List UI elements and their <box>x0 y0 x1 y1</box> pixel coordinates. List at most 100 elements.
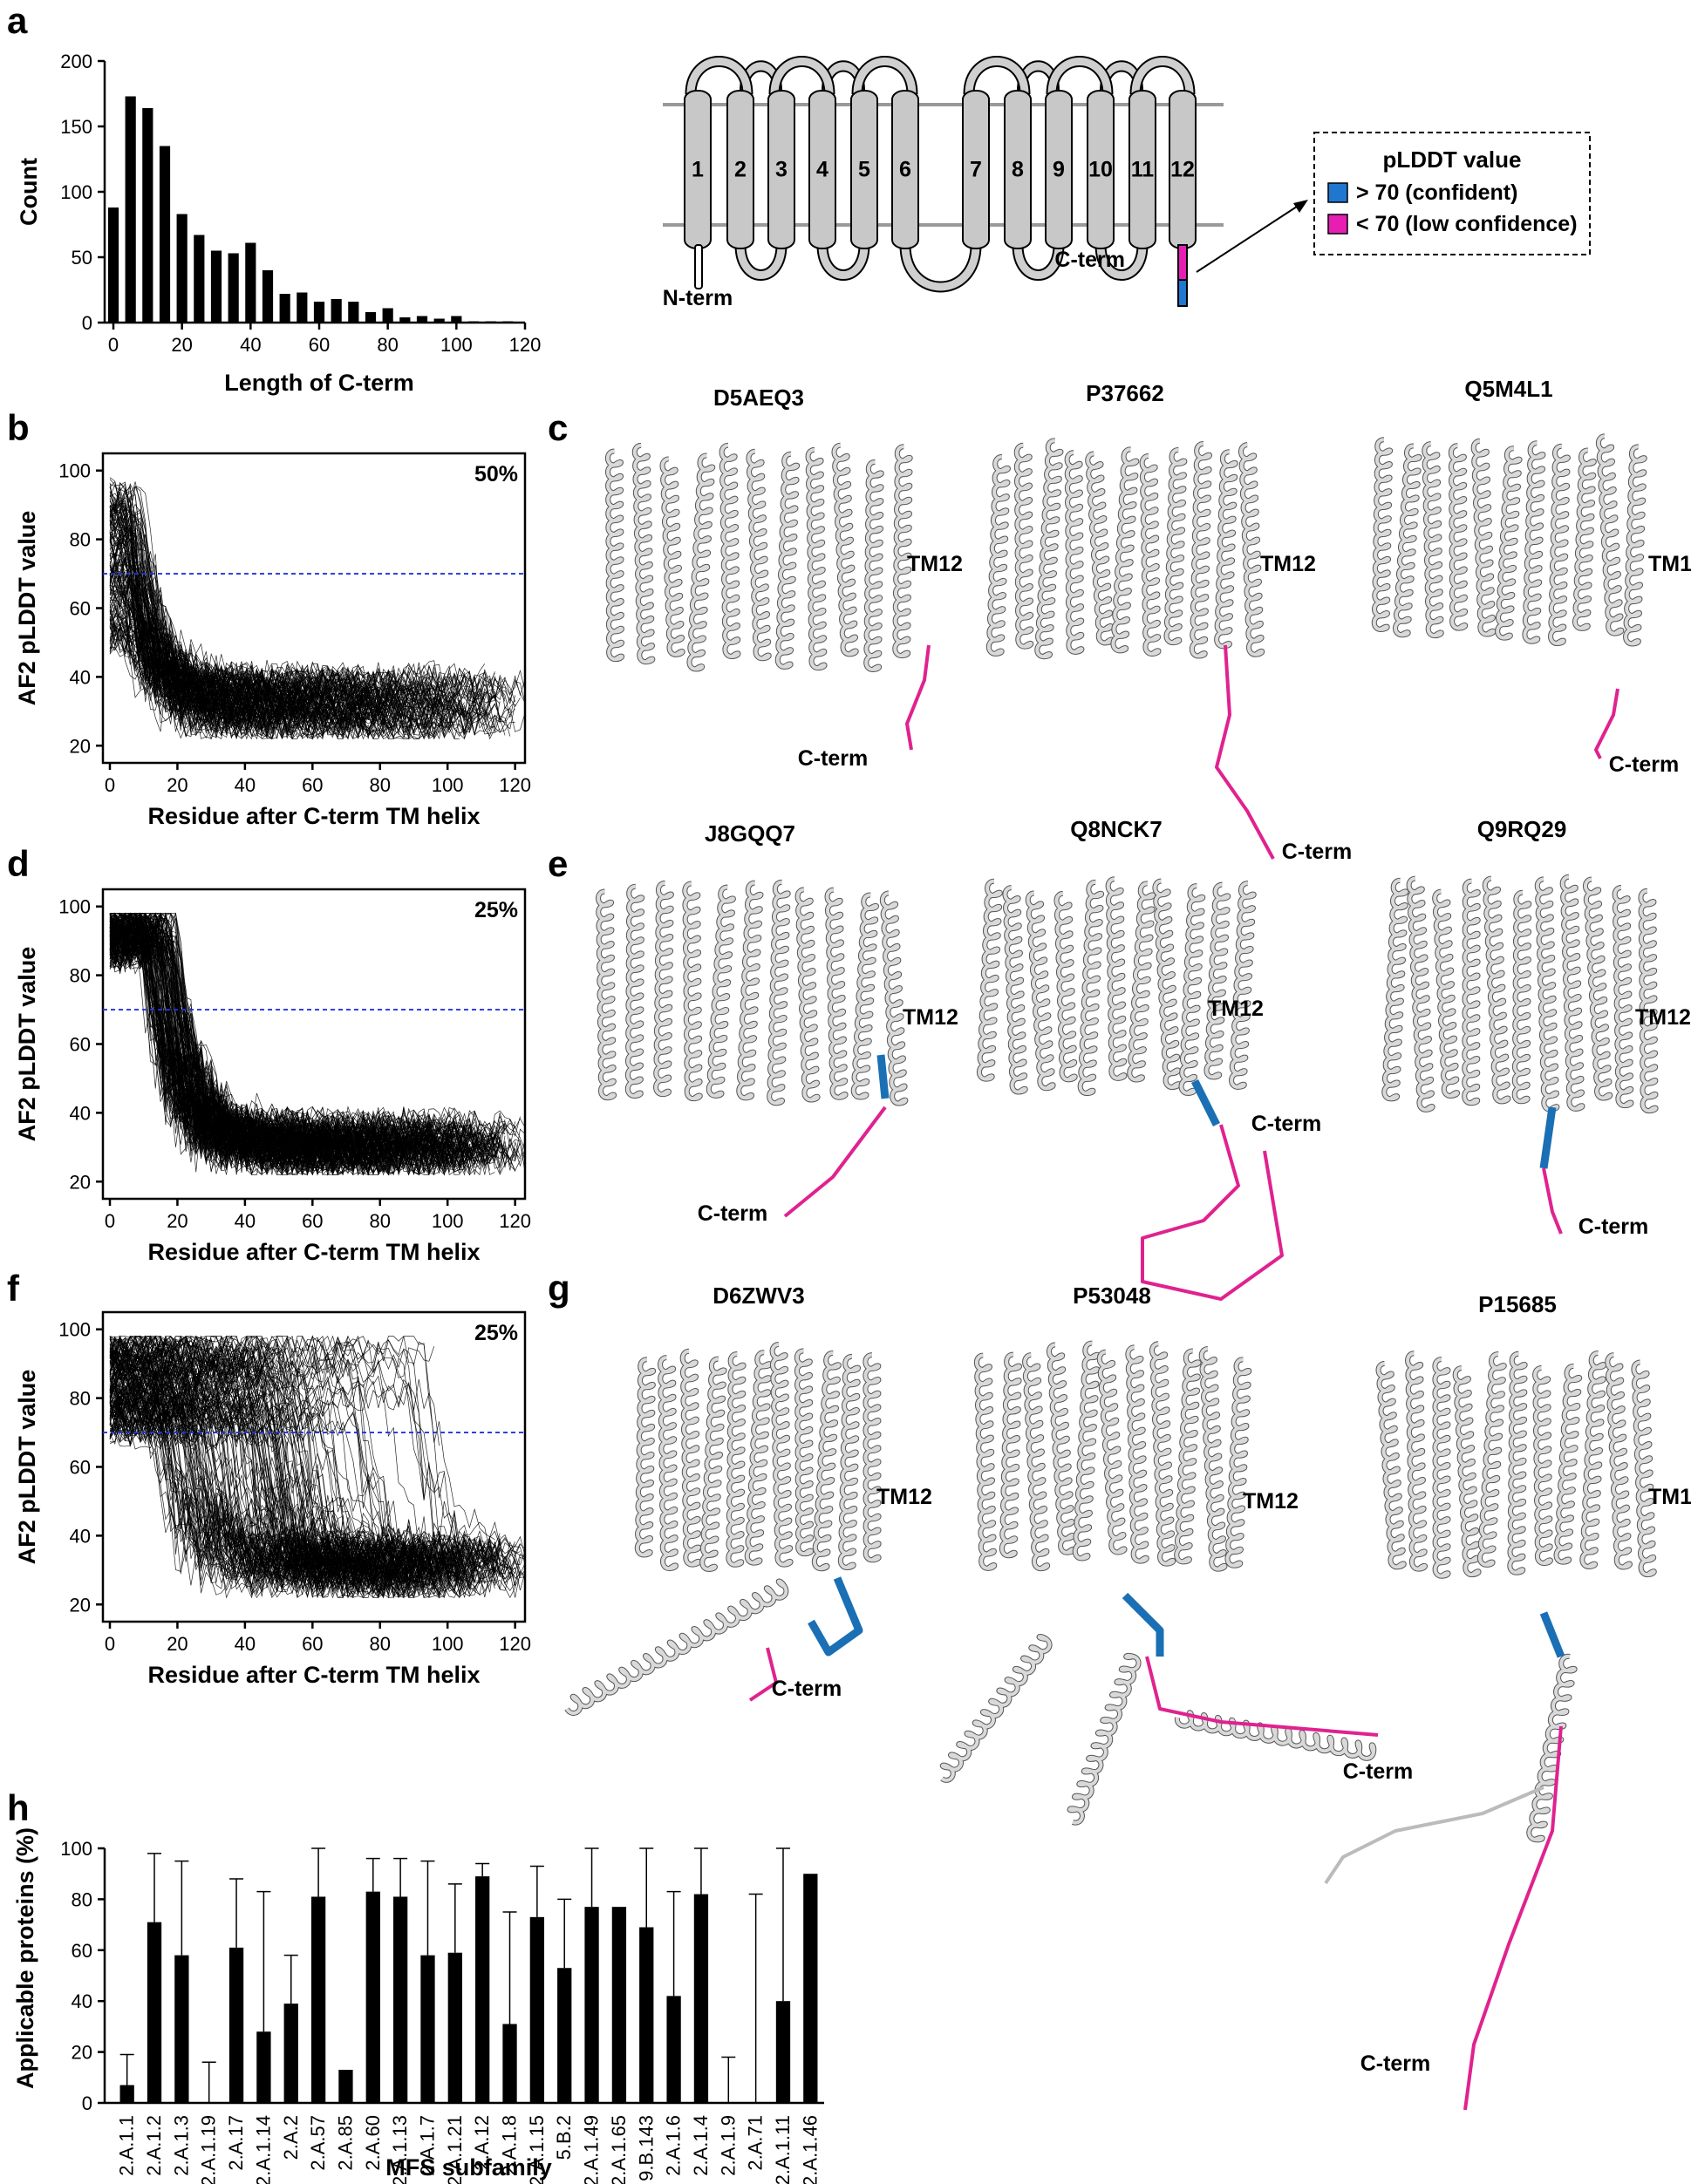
helix-ribbon <box>747 449 771 661</box>
x-tick-label: 0 <box>108 334 119 356</box>
helix-ribbon <box>1230 881 1256 1089</box>
plddt-trace <box>109 941 440 1159</box>
helix-ribbon <box>597 889 617 1100</box>
category-label: 2.A.1.1 <box>116 2115 138 2176</box>
helix-ribbon <box>1523 441 1545 643</box>
helix-ribbon <box>880 891 908 1106</box>
panel-label-b: b <box>7 407 30 448</box>
x-tick-label: 40 <box>235 774 256 796</box>
helix-ribbon <box>1613 886 1633 1108</box>
protein-id: D6ZWV3 <box>713 1283 804 1309</box>
x-tick-label: 80 <box>370 774 391 796</box>
x-tick-label: 120 <box>509 334 542 356</box>
tm12-label: TM12 <box>1243 1489 1299 1514</box>
panel-label-g: g <box>548 1268 570 1309</box>
x-axis-label: MFS subfamily <box>385 2154 552 2181</box>
category-label: 2.A.1.49 <box>581 2115 603 2184</box>
x-tick-label: 40 <box>240 334 261 356</box>
helix-number: 11 <box>1131 158 1155 182</box>
protein-id: D5AEQ3 <box>713 384 804 411</box>
coil <box>905 644 931 751</box>
category-label: 9.B.143 <box>635 2115 657 2181</box>
helix-ribbon <box>1573 448 1596 630</box>
cterm-label: C-term <box>1360 2051 1431 2076</box>
x-tick-label: 80 <box>370 1210 391 1232</box>
bar <box>107 208 119 323</box>
tm12-label: TM12 <box>1648 1485 1691 1509</box>
x-tick-label: 20 <box>167 1210 188 1232</box>
helix-ribbon <box>838 1354 861 1569</box>
plddt-trace <box>109 1400 465 1569</box>
x-axis-label: Residue after C-term TM helix <box>147 1239 480 1265</box>
tm12-label: TM12 <box>903 1005 958 1030</box>
bar <box>639 1927 654 2103</box>
helix-ribbon <box>1606 1353 1632 1569</box>
helix-ribbon <box>687 453 715 671</box>
x-tick-label: 120 <box>499 774 531 796</box>
helix-ribbon <box>1527 1654 1577 1842</box>
panel-label-h: h <box>7 1787 30 1828</box>
category-label: 2.A.12 <box>471 2115 493 2171</box>
plddt-trace <box>109 1387 495 1589</box>
bar <box>210 250 222 323</box>
y-tick-label: 40 <box>70 666 91 688</box>
plddt-trace <box>109 533 333 709</box>
cterm-label: C-term <box>1054 248 1125 272</box>
y-tick-label: 150 <box>60 116 92 138</box>
helix-ribbon <box>565 1579 788 1715</box>
plddt-trace <box>109 1384 495 1582</box>
bar <box>142 108 153 323</box>
x-axis-label: Residue after C-term TM helix <box>147 803 480 829</box>
plddt-trace <box>109 1344 384 1582</box>
bar <box>348 302 359 323</box>
helix-number: 8 <box>1012 158 1024 182</box>
bar <box>666 1996 681 2103</box>
y-tick-label: 40 <box>72 1990 92 2012</box>
helix-ribbon <box>1433 1357 1450 1578</box>
tm-helix <box>808 90 836 249</box>
cterm-low <box>1177 244 1188 281</box>
bar <box>775 2001 791 2103</box>
helix-ribbon <box>825 888 848 1099</box>
loop-top <box>853 58 917 95</box>
helix-ribbon <box>1190 441 1212 658</box>
plddt-trace <box>109 1336 425 1599</box>
plddt-trace <box>109 500 344 725</box>
plddt-trace <box>109 1338 526 1557</box>
panel-label-f: f <box>7 1268 20 1309</box>
structure-Q5M4L1: Q5M4L1 TM12 C-term <box>1371 376 1691 777</box>
y-tick-label: 20 <box>72 2042 92 2064</box>
y-tick-label: 100 <box>58 460 91 482</box>
plddt-trace <box>109 575 460 738</box>
helix-number: 10 <box>1088 158 1113 182</box>
helix-ribbon <box>1376 1361 1406 1569</box>
structure-panels: D5AEQ3 TM12 C-term P37662 TM12 C-term Q5M4L1 TM… <box>564 376 1691 2111</box>
nterm-label: N-term <box>663 286 733 310</box>
helix-ribbon <box>658 1356 678 1571</box>
helix-number: 5 <box>858 158 870 182</box>
plddt-trace <box>109 1335 425 1497</box>
y-tick-label: 40 <box>70 1102 91 1124</box>
category-label: 2.A.1.2 <box>143 2115 165 2176</box>
y-tick-label: 60 <box>72 1940 92 1962</box>
helix-ribbon <box>1407 876 1435 1112</box>
trace-group <box>109 1335 526 1599</box>
loop-bottom <box>736 244 786 279</box>
legend-label-low: < 70 (low confidence) <box>1356 212 1578 236</box>
helix-ribbon <box>726 1351 746 1567</box>
x-tick-label: 100 <box>440 334 473 356</box>
helix-ribbon <box>1580 1351 1606 1568</box>
category-label: 2.A.57 <box>307 2115 329 2171</box>
y-tick-label: 60 <box>70 598 91 620</box>
cterm-label: C-term <box>1251 1112 1322 1136</box>
panel-label-d: d <box>7 843 30 884</box>
helix-ribbon <box>775 452 800 669</box>
plddt-trace <box>109 608 364 698</box>
helix-ribbon <box>1453 1366 1481 1577</box>
x-tick-label: 20 <box>167 1633 188 1655</box>
tm12-label: TM12 <box>1208 997 1264 1021</box>
helix-ribbon <box>1097 1350 1127 1555</box>
coil <box>1324 1786 1544 1885</box>
bar <box>399 317 411 323</box>
plddt-trace <box>109 1335 515 1587</box>
